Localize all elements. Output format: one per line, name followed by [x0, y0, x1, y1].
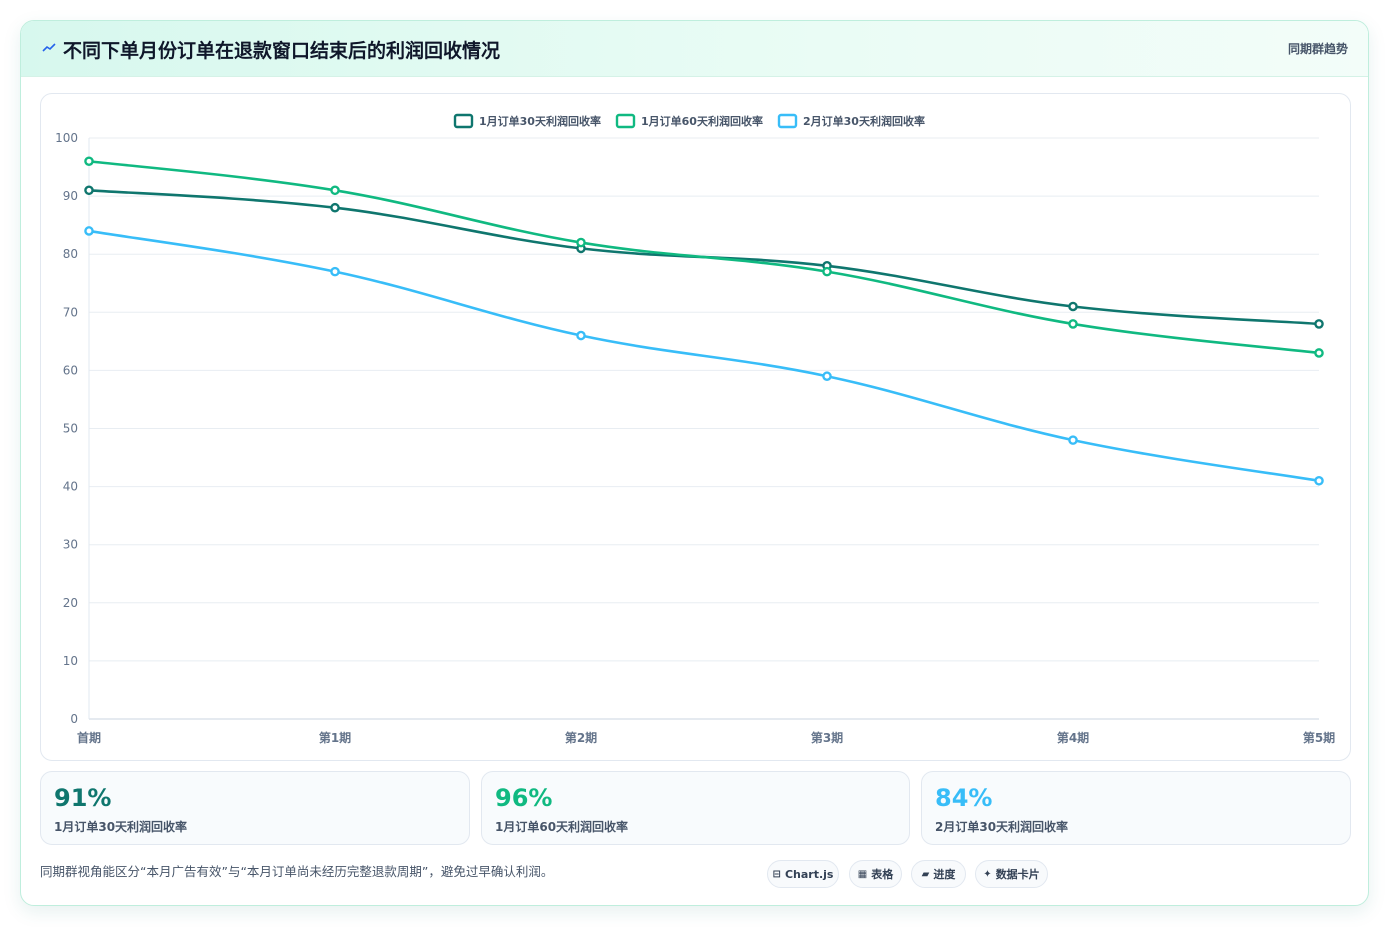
data-point: [330, 266, 340, 277]
series-line: [88, 159, 1320, 355]
stat-label: 1月订单60天利润回收率: [495, 820, 629, 834]
stat-card-jan-30: 91% 1月订单30天利润回收率: [40, 771, 470, 845]
y-tick-label: 100: [55, 131, 78, 145]
data-point: [822, 266, 832, 277]
stat-card-feb-30: 84% 2月订单30天利润回收率: [921, 771, 1351, 845]
y-tick-label: 70: [63, 305, 78, 319]
sparkle-icon: ✦: [983, 868, 992, 880]
y-tick-label: 40: [63, 480, 78, 494]
data-point: [1068, 319, 1078, 329]
series-line: [88, 229, 1320, 483]
pill-label: 表格: [871, 868, 894, 881]
pill-label: Chart.js: [784, 867, 834, 881]
y-tick-label: 90: [63, 189, 78, 203]
x-tick-label: 第2期: [565, 730, 597, 745]
data-point: [576, 330, 586, 341]
x-tick-label: 第5期: [1303, 730, 1335, 745]
x-tick-label: 第4期: [1057, 730, 1089, 745]
chart-card: 不同下单月份订单在退款窗口结束后的利润回收情况 同期群趋势 0 10 20 30 40 5…: [20, 20, 1369, 906]
data-point: [1314, 475, 1324, 486]
trend-icon: [42, 43, 56, 52]
legend-swatch: [615, 113, 636, 129]
stat-value: 96%: [495, 784, 553, 812]
y-tick-label: 60: [63, 363, 78, 377]
chartjs-pill[interactable]: ⊟ Chart.js: [767, 860, 839, 888]
data-point: [822, 371, 832, 382]
data-point: [330, 202, 340, 213]
legend-label: 1月订单30天利润回收率: [479, 114, 601, 128]
x-tick-label: 第1期: [319, 730, 351, 745]
chart-area: 0 10 20 30 40 50 60 70 80 90 100 首期 第1期 第2期 第3期 第4期 第5期 1…: [40, 93, 1351, 761]
data-card-pill[interactable]: ✦ 数据卡片: [975, 860, 1048, 888]
legend-swatch: [453, 113, 474, 129]
data-point: [1314, 348, 1324, 358]
pill-label: 数据卡片: [995, 868, 1040, 881]
x-tick-label: 第3期: [811, 730, 843, 745]
stat-label: 2月订单30天利润回收率: [935, 820, 1069, 834]
table-pill[interactable]: ▦ 表格: [849, 860, 902, 888]
card-header: 不同下单月份订单在退款窗口结束后的利润回收情况 同期群趋势: [21, 21, 1368, 77]
footer-note: 同期群视角能区分“本月广告有效”与“本月订单尚未经历完整退款周期”，避免过早确认…: [40, 864, 554, 879]
table-icon: ▦: [857, 868, 868, 880]
chart-icon: ⊟: [772, 868, 781, 880]
data-point: [1314, 319, 1324, 329]
data-point: [330, 185, 340, 196]
data-point: [576, 237, 586, 248]
data-point: [84, 226, 94, 236]
line-chart: 0 10 20 30 40 50 60 70 80 90 100 首期 第1期 第2期 第3期 第4期 第5期 1…: [55, 113, 1335, 745]
stat-value: 84%: [935, 784, 993, 812]
legend-label: 2月订单30天利润回收率: [803, 114, 925, 128]
data-point: [84, 185, 94, 196]
legend-swatch: [777, 113, 798, 129]
data-point: [84, 156, 94, 167]
y-tick-label: 80: [63, 247, 78, 261]
page-title: 不同下单月份订单在退款窗口结束后的利润回收情况: [63, 40, 501, 62]
y-tick-label: 10: [63, 654, 78, 668]
legend-label: 1月订单60天利润回收率: [641, 114, 763, 128]
x-tick-label: 首期: [77, 730, 101, 745]
data-point: [1068, 435, 1078, 445]
y-tick-label: 50: [63, 422, 78, 436]
y-tick-label: 0: [70, 712, 78, 726]
stat-card-jan-60: 96% 1月订单60天利润回收率: [481, 771, 910, 845]
y-tick-label: 30: [63, 538, 78, 552]
stat-label: 1月订单30天利润回收率: [54, 820, 188, 834]
progress-icon: ▰: [921, 868, 930, 880]
y-tick-label: 20: [63, 596, 78, 610]
pill-label: 进度: [933, 868, 956, 881]
stat-value: 91%: [54, 784, 112, 812]
progress-pill[interactable]: ▰ 进度: [911, 860, 966, 888]
cohort-trend-tag: 同期群趋势: [1287, 42, 1348, 56]
data-point: [1068, 301, 1078, 312]
